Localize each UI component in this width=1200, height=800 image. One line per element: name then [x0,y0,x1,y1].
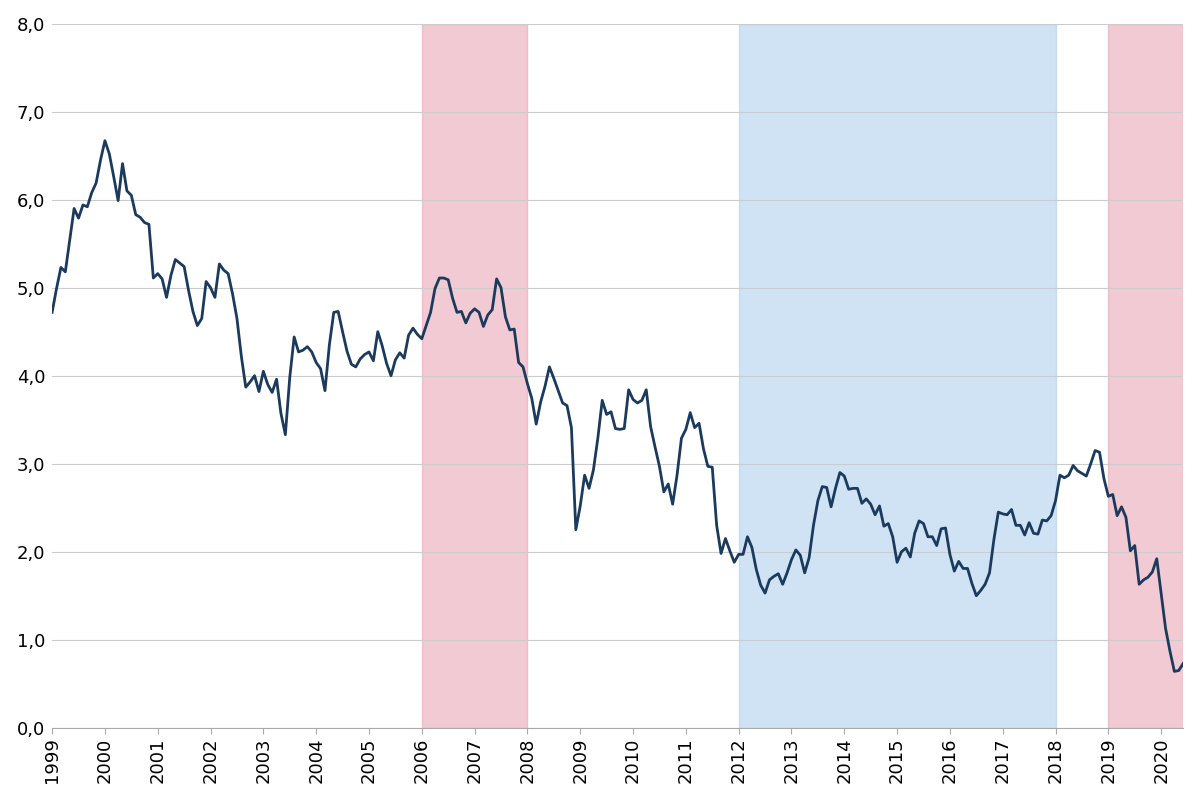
Bar [421,24,528,728]
Bar [1109,24,1183,728]
Bar [739,24,1056,728]
